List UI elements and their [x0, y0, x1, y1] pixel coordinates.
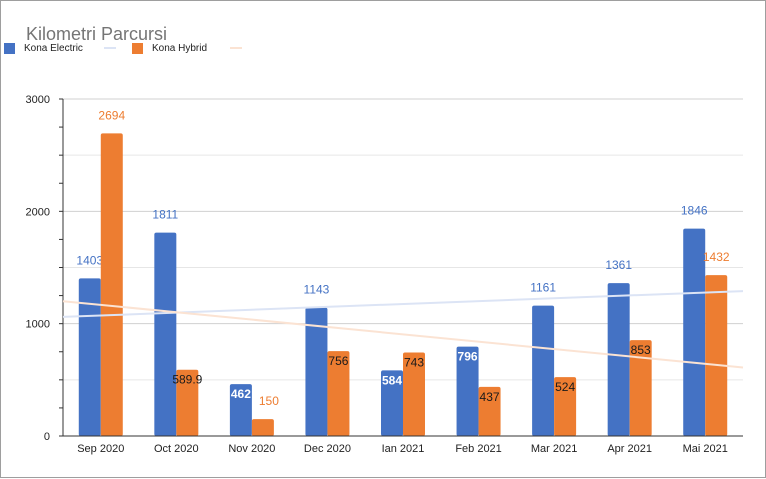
y-tick-label: 1000 — [26, 319, 50, 331]
data-label: 743 — [404, 356, 424, 370]
legend-trendline-kona-electric — [104, 47, 116, 49]
bar-kona-hybrid — [705, 275, 728, 436]
trendline-kona-hybrid — [62, 300, 744, 369]
data-label: 462 — [231, 387, 251, 401]
chart-title: Kilometri Parcursi — [26, 24, 168, 44]
bar-kona-hybrid — [176, 369, 199, 436]
legend-swatch-kona-electric — [4, 43, 15, 54]
legend-trendline-kona-hybrid — [230, 47, 242, 49]
data-label: 756 — [328, 354, 348, 368]
bar-kona-hybrid — [327, 351, 350, 436]
data-label: 1143 — [304, 283, 330, 297]
x-tick-label: Dec 2020 — [304, 443, 351, 455]
y-tick-label: 3000 — [26, 94, 50, 106]
x-tick-label: Nov 2020 — [228, 443, 275, 455]
bar-kona-electric — [154, 232, 177, 436]
x-tick-label: Sep 2020 — [77, 443, 124, 455]
legend-label-kona-hybrid: Kona Hybrid — [152, 43, 208, 54]
data-label: 2694 — [98, 108, 125, 122]
x-tick-label: Oct 2020 — [154, 443, 199, 455]
bar-kona-hybrid — [629, 340, 652, 436]
y-tick-label: 2000 — [26, 206, 50, 218]
bar-kona-electric — [456, 346, 479, 436]
y-tick-label: 0 — [44, 431, 50, 443]
bar-kona-electric — [305, 307, 328, 436]
data-label: 584 — [382, 373, 402, 387]
data-label: 1811 — [152, 208, 178, 222]
legend-swatch-kona-hybrid — [132, 43, 143, 54]
x-tick-label: Mar 2021 — [531, 443, 577, 455]
x-tick-label: Apr 2021 — [607, 443, 652, 455]
data-label: 853 — [631, 343, 651, 357]
bar-kona-hybrid — [478, 386, 501, 436]
data-label: 437 — [480, 390, 500, 404]
x-tick-label: Mai 2021 — [683, 443, 728, 455]
bar-kona-hybrid — [403, 352, 425, 436]
data-label: 1403 — [76, 253, 103, 267]
data-label: 1161 — [530, 281, 556, 295]
data-label: 1361 — [605, 258, 632, 272]
data-label: 150 — [259, 394, 279, 408]
bar-kona-electric — [381, 370, 403, 436]
x-tick-label: Feb 2021 — [455, 443, 501, 455]
data-label: 1432 — [703, 250, 730, 264]
bar-kona-hybrid — [251, 419, 274, 436]
bar-kona-electric — [532, 305, 555, 436]
bar-kona-electric — [229, 384, 252, 436]
bar-kona-electric — [607, 283, 630, 436]
legend-item-kona-hybrid: Kona Hybrid — [132, 43, 207, 54]
bar-kona-hybrid — [554, 377, 577, 436]
data-label: 589.9 — [172, 373, 202, 387]
bar-kona-hybrid — [100, 133, 123, 436]
bar-kona-electric — [78, 278, 101, 436]
legend-item-kona-electric: Kona Electric — [4, 43, 83, 54]
data-label: 1846 — [681, 204, 708, 218]
x-tick-label: Ian 2021 — [382, 443, 425, 455]
legend-label-kona-electric: Kona Electric — [24, 43, 83, 54]
data-label: 524 — [555, 380, 575, 394]
data-label: 796 — [458, 350, 478, 364]
bar-kona-electric — [683, 228, 706, 436]
